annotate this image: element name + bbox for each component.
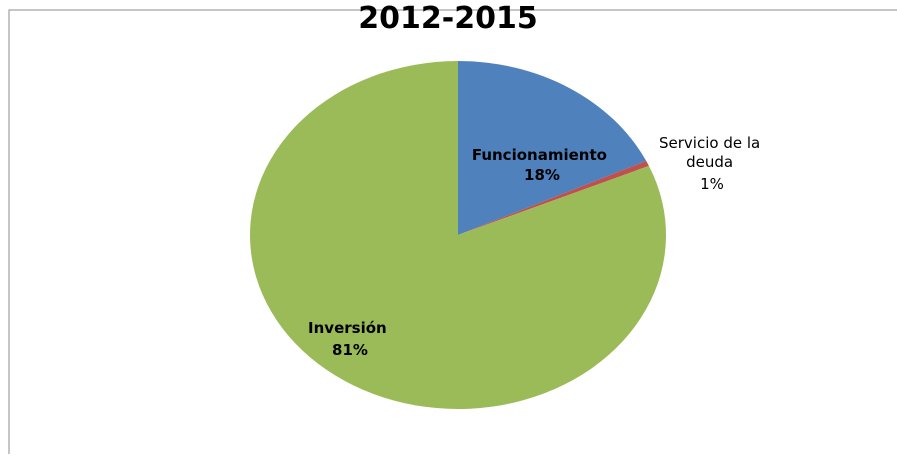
slice-value-inversion: 81%: [332, 341, 368, 359]
slice-value-servicio-deuda: 1%: [700, 175, 724, 193]
pie-slice-servicio-de-la-deuda: [458, 160, 649, 235]
slice-value-funcionamiento: 18%: [524, 166, 560, 184]
pie-slices: [250, 61, 666, 409]
slice-name-inversion: Inversión: [308, 319, 387, 337]
pie-slice-funcionamiento: [458, 61, 647, 235]
slice-name-servicio-deuda-line2: deuda: [686, 153, 733, 171]
pie-slice-inversión: [250, 61, 666, 409]
slice-label-servicio-deuda: Servicio de la deuda 1%: [659, 134, 765, 193]
chart-title: 2012-2015: [358, 1, 537, 36]
slice-name-servicio-deuda-line1: Servicio de la: [659, 134, 760, 152]
slice-label-inversion: Inversión 81%: [308, 319, 392, 359]
pie-labels: Funcionamiento 18% Servicio de la deuda …: [308, 134, 765, 359]
slice-name-funcionamiento: Funcionamiento: [472, 146, 607, 164]
slice-label-funcionamiento: Funcionamiento 18%: [472, 146, 612, 184]
